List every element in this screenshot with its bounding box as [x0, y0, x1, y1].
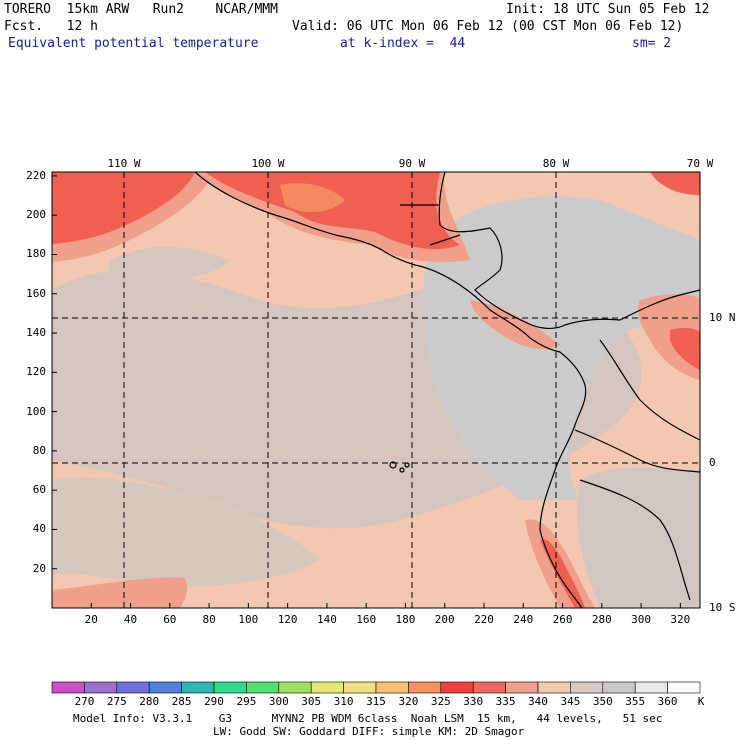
lon-label-100w: 100 W: [251, 157, 285, 170]
lat-lon-grid: [52, 172, 700, 608]
colorbar-label: 330: [463, 695, 484, 708]
gray-region-nw: [110, 246, 230, 282]
colorbar-label: 280: [139, 695, 160, 708]
model-info: Model Info: V3.3.1 G3 MYNN2 PB WDM 6clas…: [73, 712, 663, 725]
colorbar-label: 350: [592, 695, 613, 708]
colorbar-label: 310: [333, 695, 354, 708]
forecast-hour: Fcst. 12 h: [4, 19, 98, 34]
y-tick-label: 140: [26, 326, 46, 340]
valid-time: Valid: 06 UTC Mon 06 Feb 12 (00 CST Mon …: [292, 19, 684, 34]
colorbar-label: 320: [398, 695, 419, 708]
hot-region-peru: [540, 539, 585, 608]
colorbar-label: 325: [430, 695, 451, 708]
colorbar-label: 300: [268, 695, 289, 708]
field-name: Equivalent potential temperature: [8, 36, 259, 51]
y-tick-label: 80: [32, 443, 46, 457]
x-tick-label: 220: [474, 613, 494, 626]
lon-label-110w: 110 W: [107, 157, 141, 170]
y-tick-label: 200: [26, 208, 46, 222]
y-tick-label: 220: [26, 168, 46, 182]
run-info: TORERO 15km ARW Run2 NCAR/MMM: [4, 2, 278, 17]
hot-region-mexico: [205, 172, 460, 250]
y-tick-label: 100: [26, 404, 46, 418]
coastline-south-america-west: [539, 351, 587, 608]
colorbar-label: 270: [74, 695, 95, 708]
level-info: at k-index = 44: [340, 36, 466, 51]
colorbar-label: 340: [528, 695, 548, 708]
x-tick-label: 100: [238, 613, 259, 626]
colorbar-label: 290: [204, 695, 224, 708]
colorbar-label: 285: [171, 695, 192, 708]
x-tick-label: 320: [670, 613, 691, 626]
x-tick-label: 280: [591, 613, 612, 626]
gray-region-sw: [52, 477, 320, 587]
x-tick-label: 260: [552, 613, 573, 626]
init-time: Init: 18 UTC Sun 05 Feb 12: [506, 2, 710, 17]
colorbar-label: 335: [495, 695, 516, 708]
lat-label-10s: 10 S: [709, 601, 736, 614]
axis-ticks: [52, 175, 681, 608]
warm-region-south-strip: [52, 577, 188, 608]
colorbar-label: 275: [106, 695, 127, 708]
colorbar-label: 355: [625, 695, 646, 708]
y-tick-label: 20: [32, 561, 46, 575]
colorbar-label: 315: [366, 695, 386, 708]
warm-region-carib-ne: [650, 172, 700, 195]
colorbar-unit: K: [697, 695, 705, 708]
lon-label-70w: 70 W: [686, 157, 714, 170]
x-tick-label: 60: [163, 613, 177, 626]
y-tick-label: 60: [32, 483, 46, 497]
gray-region-east: [423, 196, 700, 500]
x-tick-label: 200: [434, 613, 455, 626]
x-tick-label: 20: [84, 613, 98, 626]
lon-label-90w: 90 W: [398, 157, 426, 170]
hot-region-colombia: [670, 327, 700, 370]
x-tick-label: 40: [123, 613, 138, 626]
x-tick-label: 300: [631, 613, 652, 626]
borders-south-america: [400, 204, 700, 601]
coastline-mexico-central-america: [194, 172, 561, 353]
coastlines: [194, 172, 700, 608]
x-tick-label: 180: [395, 613, 416, 626]
lat-label-10n: 10 N: [709, 311, 736, 324]
smoothing-info: sm= 2: [632, 36, 672, 51]
field-plot: [52, 172, 700, 608]
y-tick-label: 160: [26, 286, 46, 300]
galapagos-islands: [389, 461, 410, 473]
x-tick-label: 80: [202, 613, 216, 626]
y-tick-label: 40: [32, 522, 46, 536]
lon-label-80w: 80 W: [542, 157, 570, 170]
x-tick-label: 160: [356, 613, 377, 626]
y-tick-label: 120: [26, 365, 46, 379]
x-tick-label: 120: [277, 613, 298, 626]
gray-region-south: [577, 467, 700, 608]
y-tick-label: 180: [26, 247, 46, 261]
x-tick-label: 240: [513, 613, 534, 626]
coastline-caribbean: [438, 172, 700, 329]
colorbar-label: 295: [236, 695, 257, 708]
x-tick-label: 140: [316, 613, 337, 626]
physics-info: LW: Godd SW: Goddard DIFF: simple KM: 2D…: [213, 725, 525, 738]
map-frame: [51, 171, 701, 609]
colorbar-label: 345: [560, 695, 581, 708]
lat-label-0: 0: [709, 456, 716, 469]
colorbar-label: 360: [657, 695, 678, 708]
orange-patch-mexico: [280, 183, 345, 212]
colorbar-label: 305: [301, 695, 322, 708]
